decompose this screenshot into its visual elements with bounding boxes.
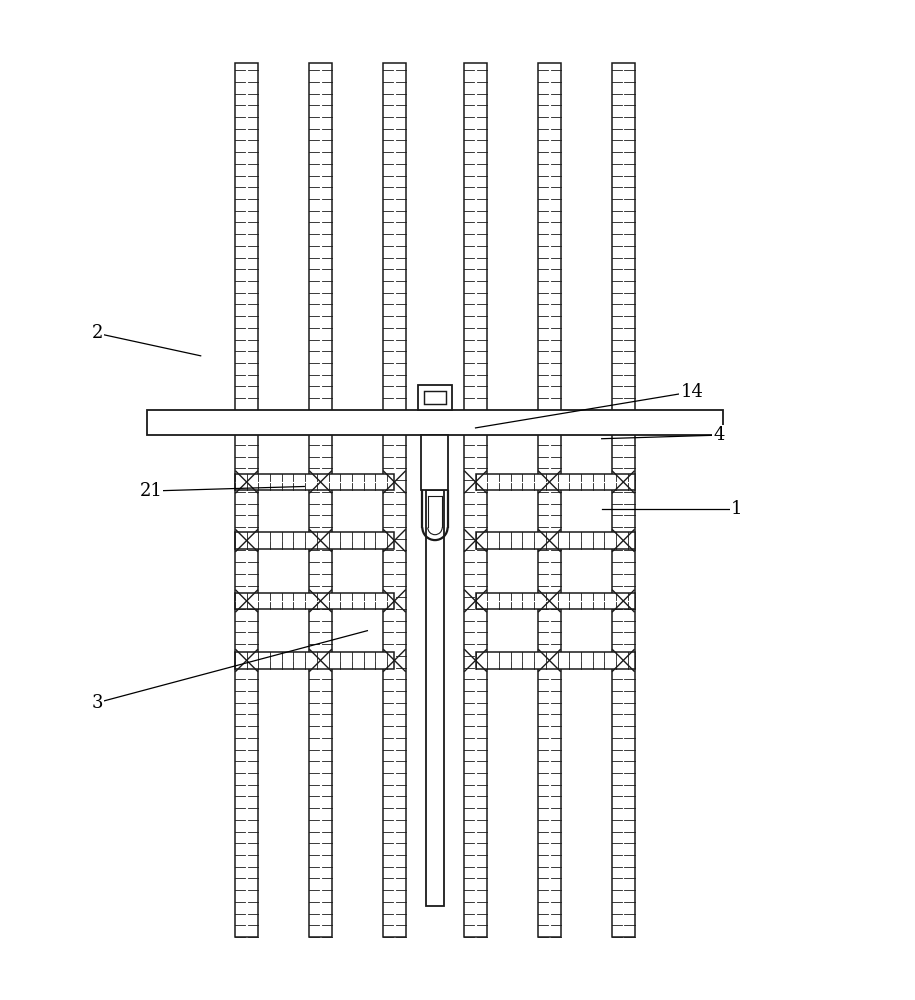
Bar — [476, 532, 635, 549]
Bar — [235, 532, 394, 549]
Text: 3: 3 — [92, 694, 102, 712]
Bar — [538, 63, 561, 937]
Bar — [476, 652, 635, 669]
Bar — [382, 63, 406, 937]
Bar — [235, 652, 394, 669]
Bar — [611, 63, 635, 937]
Bar — [425, 391, 446, 404]
Text: 21: 21 — [140, 482, 163, 500]
Bar — [309, 63, 332, 937]
Text: 1: 1 — [731, 500, 743, 518]
Bar — [235, 593, 394, 609]
Bar — [476, 593, 635, 609]
Bar — [476, 474, 635, 490]
Bar — [146, 410, 724, 435]
Text: 14: 14 — [681, 383, 704, 401]
Text: 4: 4 — [713, 426, 725, 444]
Bar — [235, 63, 258, 937]
Bar — [235, 474, 394, 490]
Bar — [426, 490, 444, 906]
Bar — [418, 385, 452, 410]
Text: 2: 2 — [92, 324, 102, 342]
Bar — [422, 435, 448, 490]
Bar — [464, 63, 487, 937]
